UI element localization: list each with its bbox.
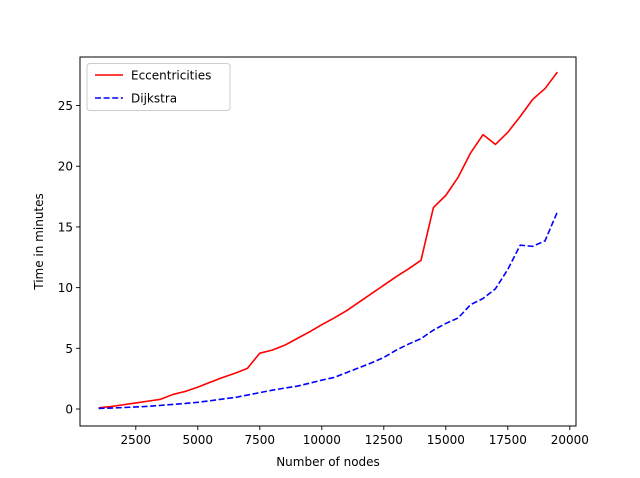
y-tick-label: 25 [58, 99, 73, 113]
series-line-eccentricities [98, 71, 559, 409]
plot-area [80, 57, 576, 426]
y-axis-label: Time in minutes [32, 193, 46, 291]
x-tick-label: 2500 [121, 433, 152, 447]
x-tick-label: 15000 [427, 433, 465, 447]
x-tick-label: 12500 [365, 433, 403, 447]
y-tick-label: 5 [65, 342, 73, 356]
y-tick-label: 15 [58, 220, 73, 234]
legend: Eccentricities Dijkstra [86, 63, 231, 111]
series-layer [98, 71, 559, 410]
y-axis-ticks: 0 5 10 15 20 25 [58, 99, 80, 417]
x-axis-ticks: 2500 5000 7500 10000 12500 15000 17500 20000 [121, 426, 589, 447]
x-tick-label: 20000 [551, 433, 589, 447]
x-tick-label: 5000 [183, 433, 214, 447]
x-tick-label: 10000 [303, 433, 341, 447]
x-tick-label: 17500 [489, 433, 527, 447]
legend-label-dijkstra: Dijkstra [131, 92, 177, 106]
y-tick-label: 0 [65, 403, 73, 417]
x-axis-label: Number of nodes [276, 455, 380, 469]
y-tick-label: 20 [58, 160, 73, 174]
y-tick-label: 10 [58, 281, 73, 295]
series-line-dijkstra [98, 211, 559, 410]
x-tick-label: 7500 [245, 433, 276, 447]
legend-label-eccentricities: Eccentricities [131, 69, 211, 83]
plot-frame [79, 56, 577, 427]
